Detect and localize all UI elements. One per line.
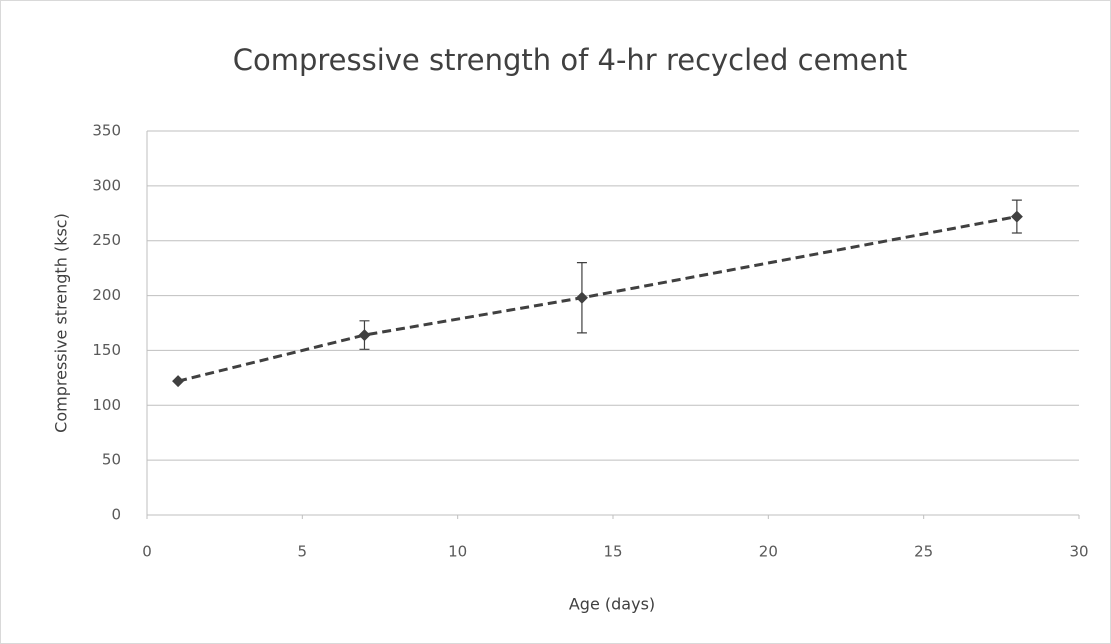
x-tick-label: 0 bbox=[142, 543, 152, 561]
x-tick-label: 30 bbox=[1069, 543, 1088, 561]
chart-border bbox=[1, 1, 1111, 644]
y-tick-label: 200 bbox=[92, 286, 121, 304]
x-tick-label: 5 bbox=[298, 543, 308, 561]
x-tick-label: 10 bbox=[448, 543, 467, 561]
x-tick-label: 15 bbox=[603, 543, 622, 561]
y-tick-label: 250 bbox=[92, 231, 121, 249]
y-tick-label: 300 bbox=[92, 176, 121, 194]
chart-title: Compressive strength of 4-hr recycled ce… bbox=[233, 43, 908, 77]
y-tick-label: 50 bbox=[102, 451, 121, 469]
y-tick-label: 0 bbox=[111, 506, 121, 524]
x-axis-label: Age (days) bbox=[569, 595, 655, 614]
x-tick-label: 25 bbox=[914, 543, 933, 561]
y-tick-label: 150 bbox=[92, 341, 121, 359]
y-tick-label: 100 bbox=[92, 396, 121, 414]
y-axis-label: Compressive strength (ksc) bbox=[52, 213, 71, 433]
y-tick-label: 350 bbox=[92, 122, 121, 140]
chart: Compressive strength of 4-hr recycled ce… bbox=[0, 0, 1111, 644]
x-tick-label: 20 bbox=[759, 543, 778, 561]
